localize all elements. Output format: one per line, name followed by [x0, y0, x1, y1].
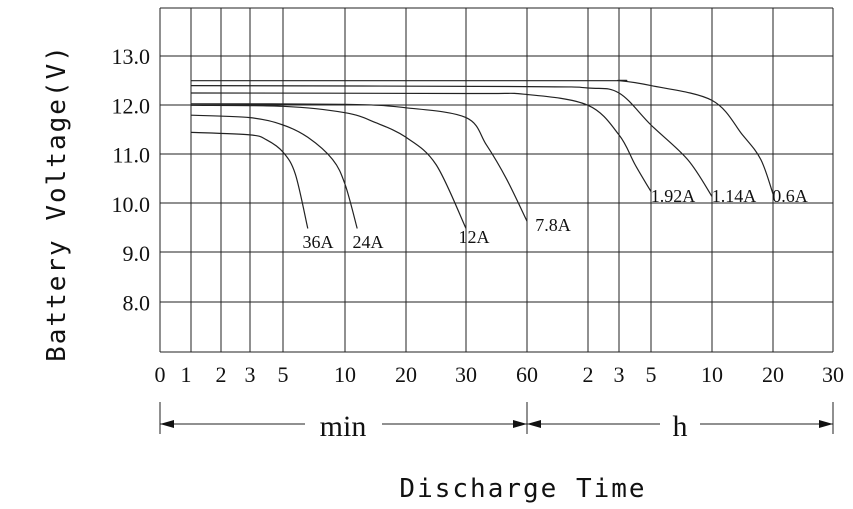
- x-tick-label: 1: [181, 362, 192, 387]
- x-tick-label: 10: [334, 362, 356, 387]
- curve-12A: [190, 104, 467, 229]
- x-tick-label: 2: [216, 362, 227, 387]
- x-tick-label: 5: [278, 362, 289, 387]
- curve-label: 24A: [353, 232, 384, 252]
- y-tick-label: 11.0: [112, 143, 150, 168]
- x-tick-label: 10: [701, 362, 723, 387]
- y-tick-label: 8.0: [123, 291, 151, 316]
- grid: [159, 7, 834, 353]
- y-axis-label: Battery Voltage(V): [42, 44, 72, 362]
- x-tick-label: 30: [455, 362, 477, 387]
- x-axis-label: Discharge Time: [399, 474, 646, 504]
- y-tick-label: 10.0: [112, 192, 151, 217]
- curve-label: 1.92A: [651, 186, 696, 206]
- x-tick-label: 5: [646, 362, 657, 387]
- minutes-span-label: min: [320, 410, 367, 443]
- y-tick-label: 12.0: [112, 93, 151, 118]
- x-tick-label: 20: [395, 362, 417, 387]
- x-tick-label: 3: [614, 362, 625, 387]
- curve-label: 12A: [459, 227, 490, 247]
- curve-label: 0.6A: [772, 186, 808, 206]
- x-tick-label: 20: [762, 362, 784, 387]
- y-tick-label: 9.0: [123, 241, 151, 266]
- y-axis-ticks: 13.0 12.0 11.0 10.0 9.0 8.0: [112, 44, 151, 316]
- curve-label: 36A: [303, 232, 334, 252]
- curve-label: 1.14A: [712, 186, 757, 206]
- time-span-markers: min h: [159, 402, 834, 443]
- curve-36A: [190, 131, 309, 229]
- curves: [190, 79, 774, 229]
- hours-span-label: h: [673, 410, 688, 443]
- x-tick-label: 3: [245, 362, 256, 387]
- x-tick-label: 60: [516, 362, 538, 387]
- y-tick-label: 13.0: [112, 44, 151, 69]
- curve-label: 7.8A: [535, 215, 571, 235]
- x-tick-label: 2: [583, 362, 594, 387]
- curve-7.8A: [190, 103, 528, 222]
- x-tick-label: 0: [155, 362, 166, 387]
- x-tick-label: 30: [822, 362, 844, 387]
- curve-24A: [190, 114, 358, 229]
- curve-1.14A: [191, 85, 713, 197]
- curve-1.92A: [191, 92, 652, 192]
- x-axis-ticks: 0 1 2 3 5 10 20 30 60 2 3 5 10 20 30: [155, 362, 845, 387]
- curve-0.6A: [191, 79, 774, 195]
- curve-labels: 36A 24A 12A 7.8A 1.92A 1.14A 0.6A: [303, 186, 808, 252]
